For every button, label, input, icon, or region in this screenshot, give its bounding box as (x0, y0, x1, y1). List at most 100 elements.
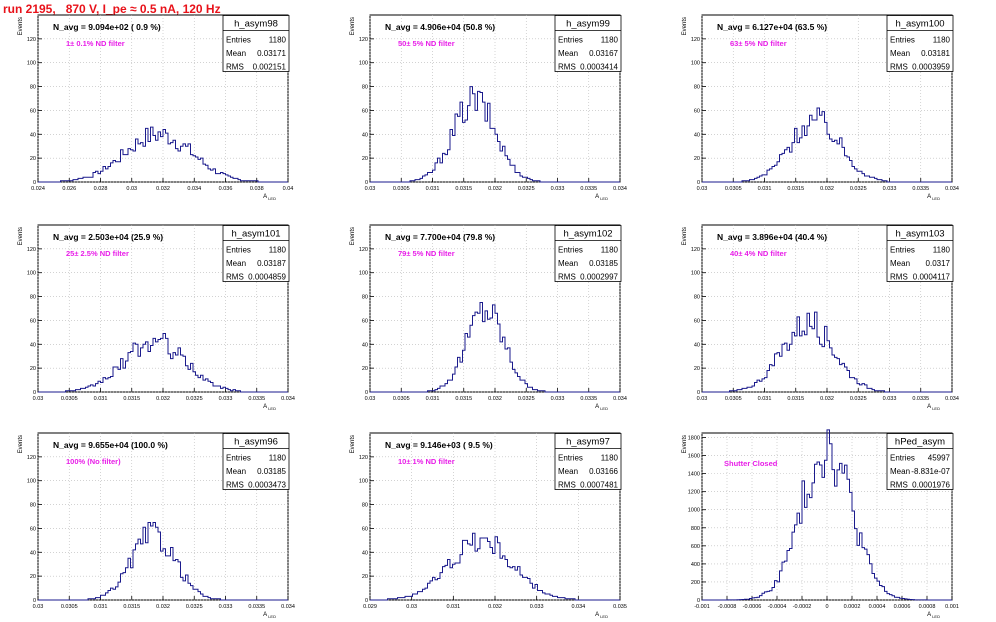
y-axis-title: Events (682, 17, 688, 35)
x-tick-label: 0.0305 (61, 396, 78, 402)
y-tick-label: 60 (30, 318, 36, 324)
stats-label: RMS (558, 63, 576, 72)
y-tick-label: 100 (27, 479, 36, 485)
histogram-line (370, 532, 620, 601)
x-tick-label: -0.0008 (718, 604, 737, 610)
y-tick-label: 40 (694, 132, 700, 138)
stats-value: 45997 (928, 454, 951, 463)
x-tick-label: 0.03 (126, 186, 137, 192)
stats-label: RMS (558, 481, 576, 490)
y-tick-label: 20 (694, 366, 700, 372)
y-tick-label: 1200 (688, 490, 700, 496)
stats-value: 0.002151 (253, 63, 287, 72)
y-tick-label: 100 (27, 271, 36, 277)
x-tick-label: 0.03 (365, 186, 376, 192)
y-tick-label: 40 (30, 132, 36, 138)
x-tick-label: 0.033 (551, 186, 565, 192)
y-tick-label: 120 (691, 37, 700, 43)
filter-note: 50± 5% ND filter (398, 39, 455, 48)
filter-note: 79± 5% ND filter (398, 249, 455, 258)
x-tick-label: 0.033 (883, 396, 897, 402)
stats-label: Entries (226, 246, 251, 255)
x-tick-label: 0.033 (219, 604, 233, 610)
y-axis-title: Events (350, 17, 356, 35)
stats-value: 1180 (269, 36, 287, 45)
x-tick-label: -0.001 (694, 604, 710, 610)
stats-label: Entries (558, 36, 583, 45)
stats-box (886, 433, 954, 490)
x-tick-label: -0.0004 (768, 604, 787, 610)
y-tick-label: 0 (33, 598, 36, 604)
y-tick-label: 20 (30, 366, 36, 372)
x-tick-label: 0.001 (945, 604, 959, 610)
stats-label: Entries (558, 246, 583, 255)
y-tick-label: 40 (30, 550, 36, 556)
y-tick-label: 0 (697, 180, 700, 186)
y-tick-label: 60 (362, 108, 368, 114)
histogram-line (370, 302, 620, 393)
stats-label: Mean (890, 467, 910, 476)
n-avg-label: N_avg = 9.146e+03 ( 9.5 %) (385, 440, 493, 450)
x-tick-label: 0.04 (283, 186, 294, 192)
x-tick-label: 0.0305 (393, 186, 410, 192)
x-axis-title: A LED (263, 194, 276, 201)
stats-value: 1180 (601, 246, 619, 255)
stats-value: 0.0003414 (580, 63, 618, 72)
x-axis-title: A LED (263, 404, 276, 411)
panel-h_asym96: 0.03 0.0305 0.031 0.0315 0.032 0.0325 0.033 0.0… (18, 432, 295, 619)
y-tick-label: 60 (362, 318, 368, 324)
y-axis-title: Events (350, 227, 356, 245)
x-tick-label: 0.0006 (894, 604, 911, 610)
y-tick-label: 120 (359, 37, 368, 43)
histogram-name: hPed_asym (895, 437, 945, 448)
y-tick-label: 0 (33, 180, 36, 186)
x-tick-label: 0.0305 (61, 604, 78, 610)
stats-value: 0.0001976 (912, 481, 950, 490)
y-tick-label: 1800 (688, 436, 700, 442)
x-axis-title: A LED (927, 404, 940, 411)
stats-box (554, 15, 622, 72)
y-tick-label: 40 (362, 132, 368, 138)
y-tick-label: 20 (694, 156, 700, 162)
y-tick-label: 40 (362, 550, 368, 556)
stats-value: 0.03185 (589, 259, 618, 268)
x-tick-label: 0.034 (281, 396, 295, 402)
y-tick-label: 200 (691, 580, 700, 586)
x-tick-label: 0.031 (94, 396, 108, 402)
x-tick-label: 0.032 (488, 604, 502, 610)
x-tick-label: 0.03 (406, 604, 417, 610)
y-tick-label: 20 (30, 156, 36, 162)
y-tick-label: 120 (359, 247, 368, 253)
y-tick-label: 80 (362, 295, 368, 301)
histogram-line (38, 333, 288, 393)
y-tick-label: 1000 (688, 508, 700, 514)
x-tick-label: 0.031 (446, 604, 460, 610)
stats-value: 0.03181 (921, 49, 950, 58)
x-tick-label: 0.034 (571, 604, 585, 610)
x-tick-label: 0.0325 (186, 604, 203, 610)
x-tick-label: 0.029 (363, 604, 377, 610)
y-tick-label: 1400 (688, 472, 700, 478)
stats-label: Entries (558, 454, 583, 463)
stats-label: Mean (890, 49, 910, 58)
x-tick-label: -0.0002 (793, 604, 812, 610)
y-tick-label: 100 (691, 271, 700, 277)
x-tick-label: 0.032 (156, 186, 170, 192)
stats-label: Entries (890, 454, 915, 463)
y-tick-label: 0 (697, 390, 700, 396)
stats-value: 1180 (601, 454, 619, 463)
x-tick-label: 0.0315 (787, 396, 804, 402)
panel-h_asym102: 0.03 0.0305 0.031 0.0315 0.032 0.0325 0.033 0.0… (350, 224, 627, 411)
y-tick-label: 60 (30, 108, 36, 114)
x-tick-label: 0.028 (94, 186, 108, 192)
x-tick-label: 0.032 (156, 396, 170, 402)
page-title: run 2195, 870 V, I_pe ≈ 0.5 nA, 120 Hz (3, 2, 221, 16)
x-tick-label: 0 (825, 604, 828, 610)
stats-value: 1180 (601, 36, 619, 45)
stats-box (886, 225, 954, 282)
y-tick-label: 120 (691, 247, 700, 253)
stats-value: 0.0007481 (580, 481, 618, 490)
histogram-name: h_asym101 (231, 229, 280, 240)
filter-note: 10± 1% ND filter (398, 457, 455, 466)
x-tick-label: 0.032 (156, 604, 170, 610)
